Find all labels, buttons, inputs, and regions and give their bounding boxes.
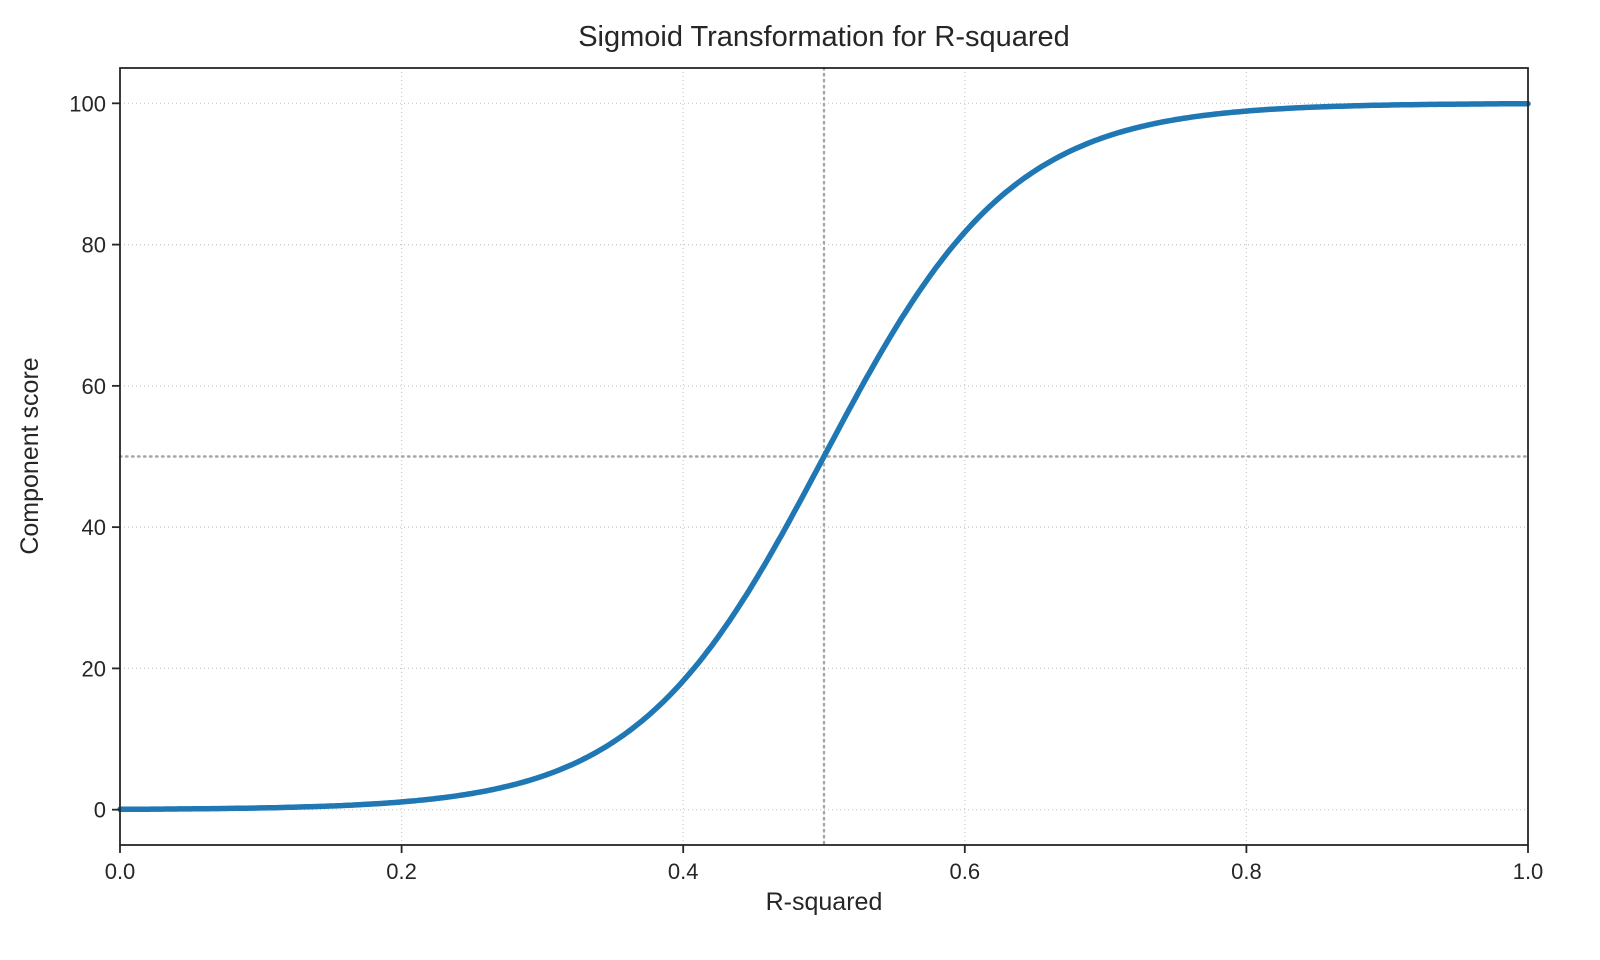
x-tick-label: 1.0 [1513, 859, 1544, 884]
ticks-layer: 0.0 0.2 0.4 0.6 0.8 1.0 0 20 40 60 80 100 [69, 91, 1543, 884]
x-axis-label: R-squared [766, 888, 883, 916]
x-tick-label: 0.0 [105, 859, 136, 884]
x-tick-label: 0.6 [950, 859, 981, 884]
x-tick-label: 0.2 [386, 859, 417, 884]
y-axis-label: Component score [16, 357, 44, 554]
y-tick-label: 40 [82, 515, 106, 540]
y-tick-label: 20 [82, 656, 106, 681]
y-tick-label: 60 [82, 374, 106, 399]
y-tick-label: 100 [69, 91, 106, 116]
axes-frame [119, 67, 1529, 846]
y-tick-label: 0 [94, 798, 106, 823]
chart-title: Sigmoid Transformation for R-squared [578, 21, 1070, 53]
sigmoid-curve [117, 100, 1531, 813]
x-tick-label: 0.8 [1231, 859, 1262, 884]
y-tick-label: 80 [82, 233, 106, 258]
x-tick-label: 0.4 [668, 859, 699, 884]
